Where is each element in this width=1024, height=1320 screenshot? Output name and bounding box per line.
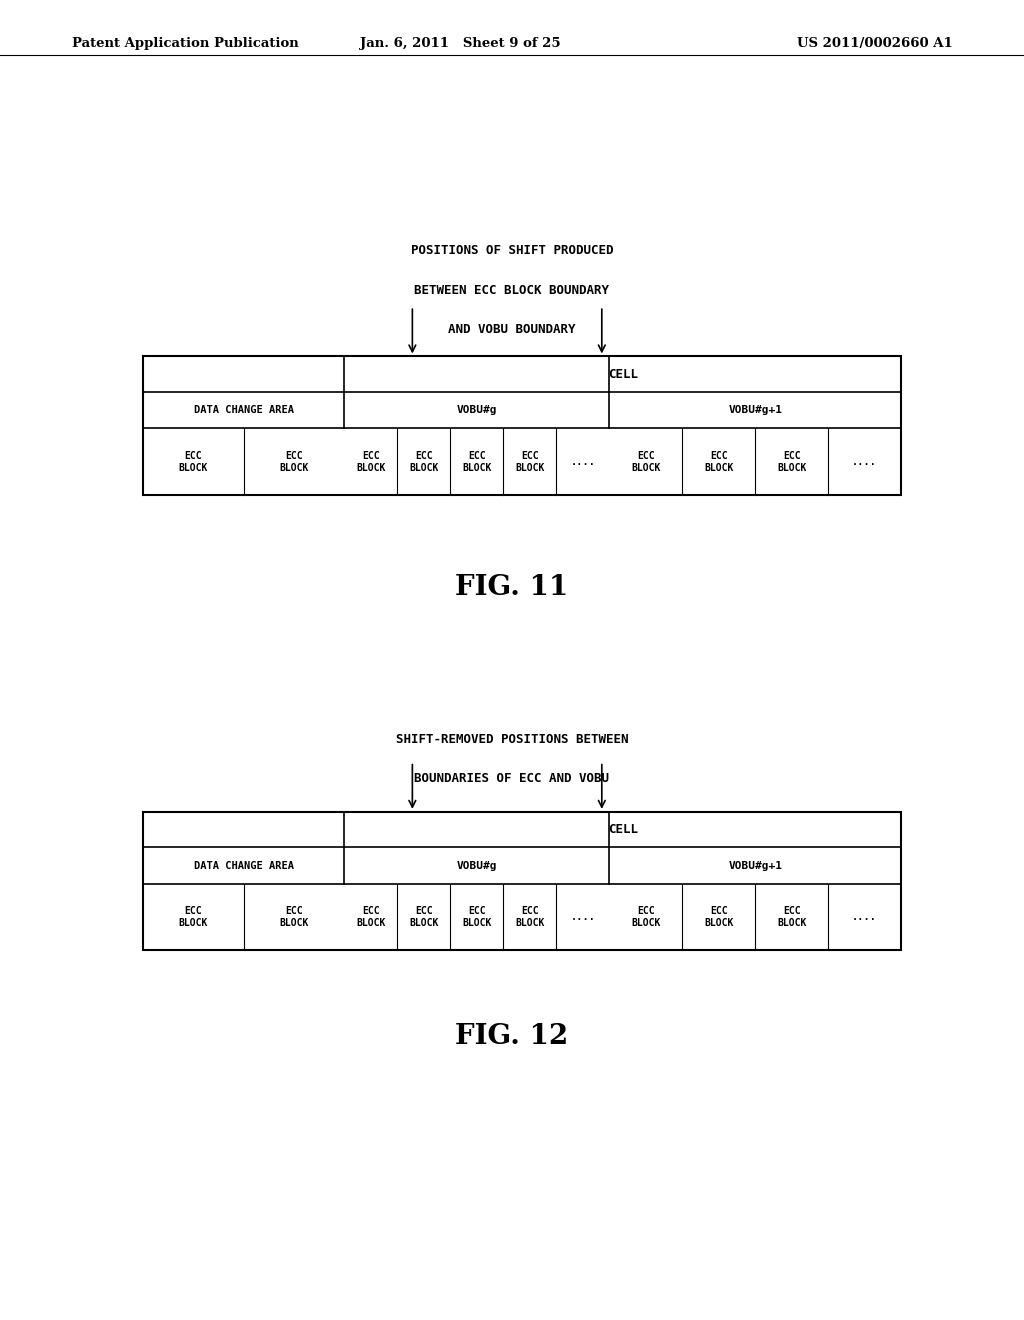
- Text: ECC
BLOCK: ECC BLOCK: [777, 451, 807, 473]
- Text: CELL: CELL: [607, 367, 638, 380]
- Text: ECC
BLOCK: ECC BLOCK: [631, 907, 660, 928]
- Text: ECC
BLOCK: ECC BLOCK: [515, 451, 545, 473]
- Text: ECC
BLOCK: ECC BLOCK: [356, 907, 385, 928]
- Text: FIG. 12: FIG. 12: [456, 1023, 568, 1049]
- Text: ECC
BLOCK: ECC BLOCK: [462, 907, 492, 928]
- Text: Jan. 6, 2011   Sheet 9 of 25: Jan. 6, 2011 Sheet 9 of 25: [360, 37, 561, 50]
- Text: SHIFT-REMOVED POSITIONS BETWEEN: SHIFT-REMOVED POSITIONS BETWEEN: [395, 733, 629, 746]
- Text: ....: ....: [570, 457, 595, 467]
- Text: BOUNDARIES OF ECC AND VOBU: BOUNDARIES OF ECC AND VOBU: [415, 772, 609, 785]
- Text: ECC
BLOCK: ECC BLOCK: [462, 451, 492, 473]
- Text: ECC
BLOCK: ECC BLOCK: [179, 451, 208, 473]
- Text: VOBU#g: VOBU#g: [457, 861, 497, 870]
- Text: ECC
BLOCK: ECC BLOCK: [356, 451, 385, 473]
- Text: ECC
BLOCK: ECC BLOCK: [280, 451, 308, 473]
- Text: Patent Application Publication: Patent Application Publication: [72, 37, 298, 50]
- Text: CELL: CELL: [607, 822, 638, 836]
- Text: ECC
BLOCK: ECC BLOCK: [409, 451, 438, 473]
- Text: VOBU#g+1: VOBU#g+1: [728, 405, 782, 414]
- Text: FIG. 11: FIG. 11: [456, 574, 568, 601]
- Text: POSITIONS OF SHIFT PRODUCED: POSITIONS OF SHIFT PRODUCED: [411, 244, 613, 257]
- Text: ....: ....: [852, 457, 878, 467]
- Text: ECC
BLOCK: ECC BLOCK: [179, 907, 208, 928]
- Text: US 2011/0002660 A1: US 2011/0002660 A1: [797, 37, 952, 50]
- Text: ECC
BLOCK: ECC BLOCK: [409, 907, 438, 928]
- Text: DATA CHANGE AREA: DATA CHANGE AREA: [194, 861, 294, 870]
- Text: AND VOBU BOUNDARY: AND VOBU BOUNDARY: [449, 323, 575, 337]
- Bar: [143, 356, 901, 495]
- Text: ECC
BLOCK: ECC BLOCK: [705, 451, 733, 473]
- Bar: [143, 812, 901, 950]
- Text: VOBU#g+1: VOBU#g+1: [728, 861, 782, 870]
- Text: ECC
BLOCK: ECC BLOCK: [777, 907, 807, 928]
- Text: ....: ....: [570, 912, 595, 923]
- Text: DATA CHANGE AREA: DATA CHANGE AREA: [194, 405, 294, 414]
- Text: ECC
BLOCK: ECC BLOCK: [515, 907, 545, 928]
- Text: ECC
BLOCK: ECC BLOCK: [705, 907, 733, 928]
- Text: ECC
BLOCK: ECC BLOCK: [631, 451, 660, 473]
- Text: VOBU#g: VOBU#g: [457, 405, 497, 414]
- Text: ....: ....: [852, 912, 878, 923]
- Text: ECC
BLOCK: ECC BLOCK: [280, 907, 308, 928]
- Text: BETWEEN ECC BLOCK BOUNDARY: BETWEEN ECC BLOCK BOUNDARY: [415, 284, 609, 297]
